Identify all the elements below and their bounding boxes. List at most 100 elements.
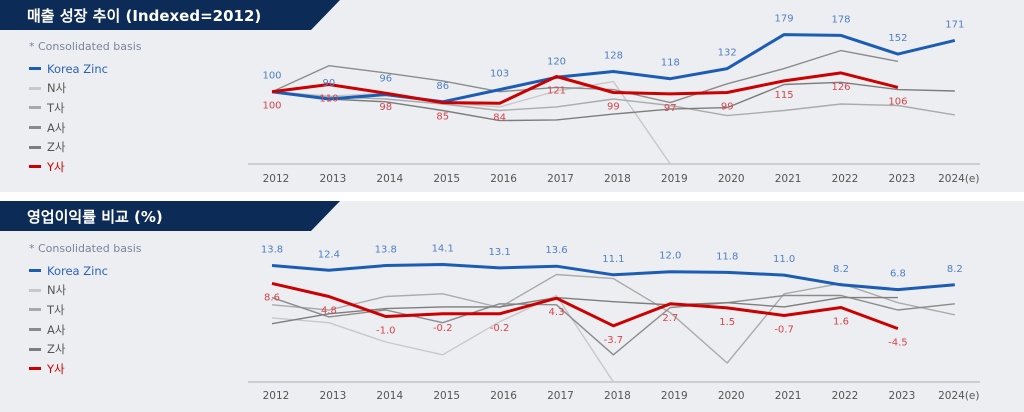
x-tick-label: 2019: [661, 390, 688, 402]
data-label: 99: [607, 101, 620, 112]
legend-label: Y사: [47, 159, 65, 174]
series-line-T사: [271, 273, 955, 364]
x-tick-label: 2021: [775, 173, 802, 185]
legend-item: T사: [29, 98, 141, 118]
x-tick-label: 2021: [775, 390, 802, 402]
data-label: 97: [664, 103, 677, 114]
operating-margin-panel: 2012 2013 2014 2015 2016 2017 2018 2019 2020 2021…: [0, 201, 1024, 412]
data-label: 11.0: [773, 254, 795, 265]
legend-swatch: [29, 106, 41, 110]
data-label: 11.8: [716, 251, 738, 262]
data-label: 8.6: [264, 292, 280, 303]
series-line-Y사: [271, 71, 899, 105]
legend-label: A사: [47, 120, 66, 135]
legend-item: A사: [29, 118, 141, 138]
legend-swatch: [29, 308, 41, 312]
x-tick-label: 2018: [604, 390, 631, 402]
data-label: 90: [323, 78, 336, 89]
x-tick-label: 2013: [320, 173, 347, 185]
data-label: 85: [436, 112, 449, 123]
operating-margin-chart: 2012 2013 2014 2015 2016 2017 2018 2019 2020 2021…: [248, 243, 980, 402]
x-tick-label: 2024(e): [938, 390, 979, 402]
series-line-N사: [271, 294, 614, 383]
data-label: 178: [831, 14, 850, 25]
data-label: 8.2: [947, 264, 963, 275]
data-label: 2.7: [662, 313, 678, 324]
series-line-T사: [271, 91, 955, 117]
data-label: -4.5: [888, 338, 908, 349]
data-label: 98: [379, 102, 392, 113]
x-tick-label: 2015: [433, 390, 460, 402]
data-label: -0.2: [490, 323, 510, 334]
data-label: 179: [775, 14, 794, 25]
x-tick-label: 2012: [263, 173, 290, 185]
section-header: 매출 성장 추이 (Indexed=2012): [0, 0, 340, 30]
legend-item: Z사: [29, 137, 141, 157]
legend-item: Y사: [29, 157, 141, 177]
legend-swatch: [29, 347, 41, 351]
x-tick-label: 2014: [376, 390, 403, 402]
legend-label: T사: [47, 302, 65, 317]
data-label: 13.6: [545, 245, 567, 256]
x-tick-label: 2013: [320, 390, 347, 402]
x-tick-label: 2022: [832, 390, 859, 402]
series-line-N사: [271, 80, 671, 165]
data-label: 14.1: [432, 243, 454, 254]
data-label: 4.8: [321, 306, 337, 317]
sales-growth-chart: 2012 2013 2014 2015 2016 2017 2018 2019 2020 2021…: [248, 14, 980, 185]
legend-label: N사: [47, 81, 67, 96]
legend-label: Z사: [47, 342, 66, 357]
legend-swatch: [29, 269, 41, 273]
legend-item: Y사: [29, 359, 141, 379]
legend-label: N사: [47, 283, 67, 298]
data-label: 118: [661, 58, 680, 69]
legend-label: A사: [47, 322, 66, 337]
data-label: 12.0: [659, 251, 681, 262]
data-label: -0.7: [774, 324, 794, 335]
x-tick-label: 2023: [889, 390, 916, 402]
x-tick-label: 2017: [547, 173, 574, 185]
x-tick-label: 2022: [832, 173, 859, 185]
legend-swatch: [29, 86, 41, 90]
data-label: 171: [945, 19, 964, 30]
legend-swatch: [29, 67, 41, 71]
series-line-A사: [271, 49, 899, 104]
legend-item: Korea Zinc: [29, 59, 141, 79]
data-label: 100: [262, 71, 281, 82]
x-tick-label: 2012: [263, 390, 290, 402]
data-label: 12.4: [318, 249, 340, 260]
data-label: 120: [547, 56, 566, 67]
data-label: 96: [379, 74, 392, 85]
basis-note: * Consolidated basis: [29, 40, 142, 53]
data-label: 13.1: [488, 247, 510, 258]
x-tick-label: 2023: [889, 173, 916, 185]
series-line-Y사: [271, 281, 899, 331]
data-label: 115: [775, 90, 794, 101]
data-label: 84: [493, 112, 506, 123]
series-line-Z사: [271, 81, 955, 122]
x-tick-label: 2024(e): [938, 173, 979, 185]
legend: * Consolidated basis Korea Zinc N사 T사 A사 Z사 Y…: [29, 40, 141, 177]
data-label: 8.2: [833, 264, 849, 275]
series-line-Z사: [271, 296, 898, 325]
legend-item: A사: [29, 320, 141, 340]
data-label: 126: [831, 82, 850, 93]
x-tick-label: 2017: [547, 390, 574, 402]
legend-swatch: [29, 126, 41, 130]
data-label: -3.7: [604, 335, 624, 346]
data-label: 86: [436, 81, 449, 92]
data-label: 13.8: [261, 244, 283, 255]
data-label: 13.8: [375, 244, 397, 255]
data-label: 106: [888, 96, 907, 107]
legend-item: T사: [29, 300, 141, 320]
legend-swatch: [29, 367, 41, 371]
data-label: 100: [262, 101, 281, 112]
x-tick-label: 2020: [718, 390, 745, 402]
x-tick-label: 2016: [490, 390, 517, 402]
legend-swatch: [29, 165, 41, 169]
sales-growth-panel: 2012 2013 2014 2015 2016 2017 2018 2019 2020 2021…: [0, 0, 1024, 192]
section-header: 영업이익률 비교 (%): [0, 201, 340, 231]
legend-item: N사: [29, 79, 141, 99]
data-label: 152: [888, 33, 907, 44]
legend-item: Z사: [29, 339, 141, 359]
